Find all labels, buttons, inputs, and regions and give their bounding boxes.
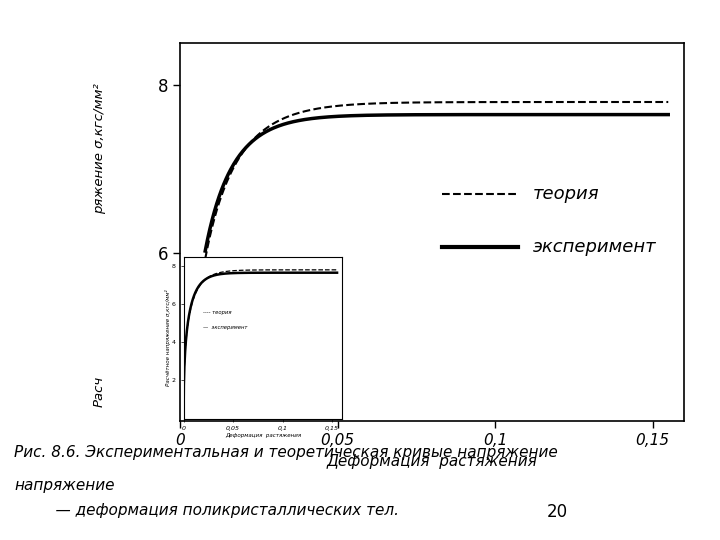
- Text: —  эксперимент: — эксперимент: [204, 325, 248, 330]
- Text: ---- теория: ---- теория: [204, 309, 232, 315]
- Text: напряжение: напряжение: [14, 478, 115, 493]
- X-axis label: Деформация  растяжения: Деформация растяжения: [327, 454, 537, 469]
- X-axis label: Деформация  растяжения: Деформация растяжения: [225, 433, 301, 437]
- Text: Рис. 8.6. Экспериментальная и теоретическая кривые напряжение: Рис. 8.6. Экспериментальная и теоретичес…: [14, 446, 558, 461]
- Text: Расч: Расч: [93, 375, 106, 407]
- Text: эксперимент: эксперимент: [533, 238, 657, 256]
- Text: 20: 20: [547, 503, 568, 521]
- Text: ряжение σ,кгс/мм²: ряжение σ,кгс/мм²: [93, 84, 106, 214]
- Y-axis label: Расчётное напряжение σ,кгс/мм²: Расчётное напряжение σ,кгс/мм²: [165, 289, 171, 386]
- Text: — деформация поликристаллических тел.: — деформация поликристаллических тел.: [36, 503, 399, 518]
- Text: теория: теория: [533, 185, 600, 204]
